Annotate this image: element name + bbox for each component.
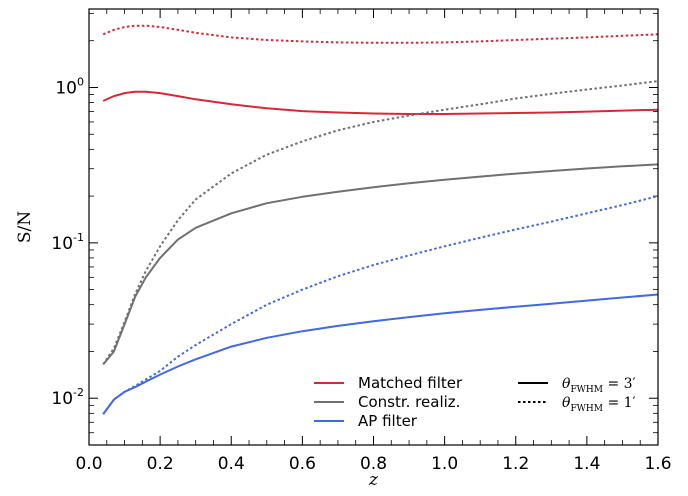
plot-background [89, 9, 658, 445]
series-layer [102, 24, 659, 415]
y-tick-label: 100 [55, 75, 84, 98]
x-tick-label: 0.0 [75, 454, 102, 474]
x-axis-label: z [368, 470, 379, 490]
ticks-layer [88, 9, 659, 446]
x-tick-label: 0.8 [360, 454, 387, 474]
series-matched-filter-solid [102, 90, 659, 115]
legend-label-constr-realiz: Constr. realiz. [358, 393, 460, 411]
legend: Matched filter Constr. realiz. AP filter… [314, 374, 636, 430]
x-tick-label: 1.6 [644, 454, 671, 474]
x-tick-label: 0.2 [147, 454, 174, 474]
series-ap-filter-dotted [102, 195, 659, 415]
legend-label-matched-filter: Matched filter [358, 374, 463, 392]
legend-label-fwhm-1: θFWHM = 1′ [562, 395, 636, 414]
y-axis-label: S/N [15, 211, 35, 243]
series-matched-filter-dotted [102, 24, 659, 44]
x-tick-label: 1.2 [502, 454, 529, 474]
x-tick-label: 1.0 [431, 454, 458, 474]
plot-frame [88, 8, 659, 446]
x-tick-labels: 0.0 0.2 0.4 0.6 0.8 1.0 1.2 1.4 1.6 [75, 454, 671, 474]
series-ap-filter-solid [102, 293, 659, 415]
x-tick-label: 0.6 [289, 454, 316, 474]
y-tick-label: 10-2 [51, 386, 84, 409]
legend-label-fwhm-3: θFWHM = 3′ [562, 376, 636, 395]
y-tick-label: 10-1 [51, 231, 84, 254]
x-tick-label: 0.4 [218, 454, 245, 474]
y-tick-labels: 10-2 10-1 100 [51, 75, 84, 409]
x-tick-label: 1.4 [573, 454, 600, 474]
series-constr-realiz-solid [102, 163, 659, 366]
series-constr-realiz-dotted [102, 80, 659, 365]
legend-label-ap-filter: AP filter [358, 412, 418, 430]
